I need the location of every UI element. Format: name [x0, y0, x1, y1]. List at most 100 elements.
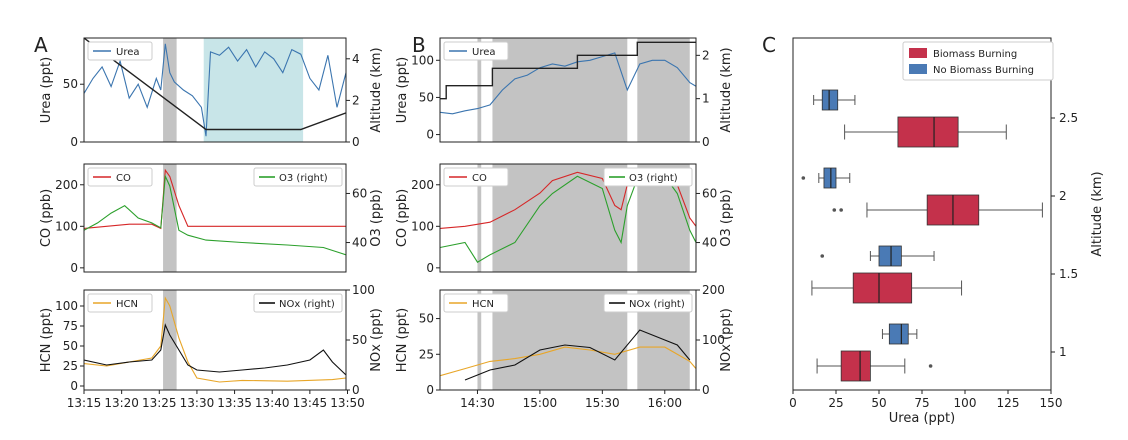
y-axis-label: Urea (ppt): [395, 57, 410, 123]
y-tick-label: 25: [419, 347, 434, 361]
x-tick-label: 13:20: [104, 396, 139, 410]
y-tick-label: 0: [426, 128, 434, 142]
panel-label-c: C: [762, 33, 776, 57]
y2-tick-label: 0: [352, 135, 360, 149]
y-tick-label: 50: [419, 90, 434, 104]
legend-label-left: Urea: [472, 47, 496, 58]
y2-tick-label: 40: [702, 236, 717, 250]
outlier-point: [832, 208, 837, 212]
outlier-point: [820, 254, 825, 258]
x-tick-label: 13:50: [330, 396, 365, 410]
y2-tick-label: 100: [702, 333, 725, 347]
x-tick-label: 150: [1040, 396, 1063, 410]
y2-tick-label: 2: [702, 48, 710, 62]
x-tick-label: 13:45: [293, 396, 328, 410]
box-no-biomass: [878, 245, 902, 267]
y-axis-label: Altitude (km): [1090, 171, 1105, 256]
x-tick-label: 75: [914, 396, 929, 410]
box-biomass: [897, 116, 959, 148]
outlier-point: [839, 208, 843, 212]
legend-swatch: [909, 48, 927, 58]
y-tick-label: 0: [70, 135, 78, 149]
series-line-co: [84, 168, 346, 230]
y-axis-label: HCN (ppt): [39, 308, 54, 372]
legend-label-left: CO: [472, 173, 487, 184]
y-tick-label: 50: [419, 312, 434, 326]
series-line-altitude: [440, 41, 696, 100]
legend-box-right: [253, 167, 343, 187]
y-tick-label: 0: [70, 379, 78, 393]
y2-tick-label: 50: [352, 333, 367, 347]
panel-label-b: B: [412, 33, 426, 57]
legend-box: [902, 41, 1054, 81]
legend-label-right: O3 (right): [279, 173, 328, 184]
y-tick-label: 50: [63, 339, 78, 353]
box-biomass: [852, 272, 913, 304]
x-tick-label: 15:30: [585, 396, 620, 410]
y2-axis-label: Altitude (km): [719, 47, 734, 132]
y2-tick-label: 2: [352, 93, 360, 107]
y-tick-label: 2.5: [1059, 111, 1078, 125]
y-tick-label: 50: [63, 77, 78, 91]
x-tick-label: 15:00: [523, 396, 558, 410]
y2-axis-label: Altitude (km): [369, 47, 384, 132]
shaded-region: [477, 290, 482, 390]
y2-tick-label: 60: [352, 186, 367, 200]
y2-tick-label: 200: [702, 283, 725, 297]
y-tick-label: 100: [411, 219, 434, 233]
y-tick-label: 25: [63, 359, 78, 373]
x-tick-label: 13:15: [67, 396, 102, 410]
x-tick-label: 50: [871, 396, 886, 410]
outlier-point: [801, 176, 806, 180]
series-line-hcn: [84, 296, 346, 383]
shaded-region: [477, 164, 482, 272]
legend-box-right: [603, 293, 693, 313]
legend-box-right: [253, 293, 343, 313]
y-tick-label: 200: [55, 178, 78, 192]
y-tick-label: 1.5: [1059, 267, 1078, 281]
y-tick-label: 2: [1059, 189, 1067, 203]
y2-tick-label: 40: [352, 236, 367, 250]
legend-box-left: [443, 293, 509, 313]
legend-box-left: [87, 41, 153, 61]
y2-axis-label: O3 (ppb): [369, 189, 384, 247]
legend-label: No Biomass Burning: [933, 65, 1034, 76]
y2-axis-label: NOx (ppt): [369, 308, 384, 372]
legend-box-right: [603, 167, 693, 187]
y-axis-label: CO (ppb): [395, 189, 410, 247]
legend-box-left: [87, 167, 153, 187]
y-tick-label: 100: [55, 299, 78, 313]
shaded-region: [163, 164, 177, 272]
y2-tick-label: 0: [702, 135, 710, 149]
x-tick-label: 14:30: [460, 396, 495, 410]
box-no-biomass: [821, 89, 839, 111]
x-tick-label: 13:25: [142, 396, 177, 410]
shaded-region: [637, 38, 690, 142]
x-tick-label: 13:35: [217, 396, 252, 410]
y-tick-label: 1: [1059, 345, 1067, 359]
legend-box-left: [443, 167, 509, 187]
box-biomass: [840, 350, 871, 382]
box-no-biomass: [888, 323, 909, 345]
y2-tick-label: 0: [352, 383, 360, 397]
series-line-hcn: [440, 346, 696, 377]
shaded-region: [203, 38, 304, 142]
x-tick-label: 13:40: [255, 396, 290, 410]
legend-label-left: CO: [116, 173, 131, 184]
axes-frame: [439, 163, 697, 273]
y2-tick-label: 100: [352, 283, 375, 297]
x-tick-label: 16:00: [647, 396, 682, 410]
y2-tick-label: 1: [702, 92, 710, 106]
y-tick-label: 75: [63, 319, 78, 333]
legend-label-right: NOx (right): [279, 299, 335, 310]
legend-label-right: NOx (right): [629, 299, 685, 310]
legend-label: Biomass Burning: [933, 49, 1017, 60]
legend-box-left: [87, 293, 153, 313]
y-axis-label: Urea (ppt): [39, 57, 54, 123]
y-axis-label: CO (ppb): [39, 189, 54, 247]
outlier-point: [928, 364, 933, 368]
legend-label-left: Urea: [116, 47, 140, 58]
series-line-o3-right: [84, 174, 346, 256]
axes-frame: [439, 37, 697, 143]
